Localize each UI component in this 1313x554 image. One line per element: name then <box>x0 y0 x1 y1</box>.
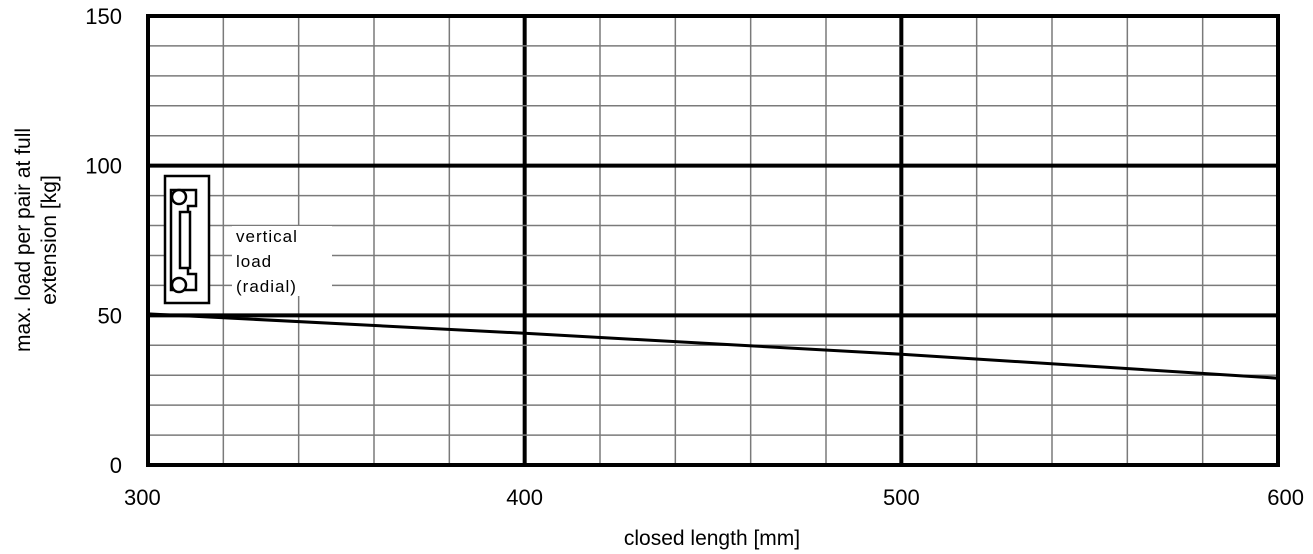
x-tick-label: 500 <box>883 485 920 510</box>
y-axis-label-line-1: max. load per pair at full <box>12 128 35 352</box>
annotation-line-1: vertical <box>236 227 298 246</box>
annotation-line-3: (radial) <box>236 277 297 296</box>
y-axis-label-line-2: extension [kg] <box>38 175 61 305</box>
x-tick-label: 600 <box>1267 485 1304 510</box>
y-tick-label: 0 <box>110 453 122 478</box>
y-tick-labels: 0 50 100 150 <box>85 4 122 478</box>
annotation-line-2: load <box>236 252 272 271</box>
plot-frame <box>146 14 1280 467</box>
load-annotation: vertical load (radial) <box>232 226 332 296</box>
slide-profile-icon <box>163 174 211 305</box>
y-tick-label: 50 <box>98 303 122 328</box>
y-tick-label: 100 <box>85 154 122 179</box>
y-tick-label: 150 <box>85 4 122 29</box>
x-tick-label: 300 <box>124 485 161 510</box>
x-tick-labels: 300 400 500 600 <box>124 485 1304 510</box>
y-axis-label: max. load per pair at full extension [kg… <box>12 128 61 352</box>
series-line-load <box>147 312 1279 380</box>
x-axis-label: closed length [mm] <box>624 527 800 550</box>
x-tick-label: 400 <box>506 485 543 510</box>
